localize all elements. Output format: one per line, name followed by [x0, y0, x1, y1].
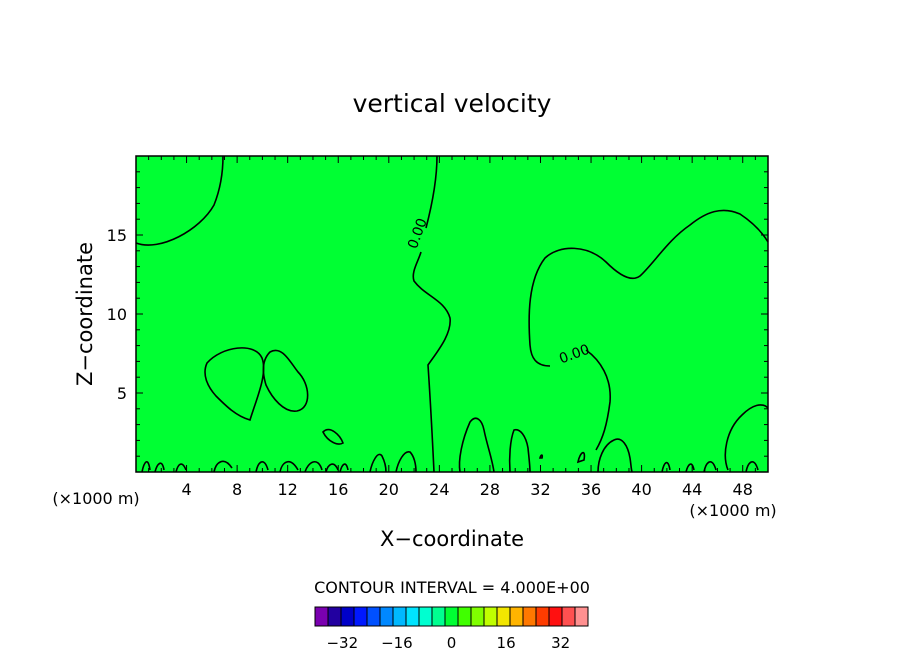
x-tick-label: 40 [631, 480, 651, 499]
contour-line [745, 461, 759, 473]
contour-line [339, 463, 349, 473]
y-tick-label: 15 [107, 226, 127, 245]
colorbar-swatch [327, 606, 342, 627]
contour-line [585, 349, 611, 451]
colorbar: −32 −16 0 16 32 [314, 606, 589, 652]
colorbar-swatch [483, 606, 498, 627]
contour-lines [135, 155, 769, 473]
contour-line [279, 461, 299, 473]
colorbar-swatch [314, 606, 329, 627]
contour-line [325, 463, 339, 473]
contour-line [395, 451, 417, 473]
contour-line [135, 155, 224, 246]
colorbar-swatch [574, 606, 589, 627]
colorbar-swatch [418, 606, 433, 627]
x-tick-label: 16 [328, 480, 348, 499]
colorbar-swatch [522, 606, 537, 627]
x-tick-label: 24 [429, 480, 449, 499]
contour-line [576, 451, 586, 464]
colorbar-tick-label: −16 [381, 634, 413, 652]
contour-line [661, 461, 671, 473]
y-axis-label: Z−coordinate [73, 242, 97, 386]
colorbar-swatch [444, 606, 459, 627]
x-unit-right: (×1000 m) [689, 501, 776, 520]
contour-line [262, 349, 309, 412]
colorbar-swatch [353, 606, 368, 627]
contour-line [322, 428, 344, 445]
colorbar-swatch [405, 606, 420, 627]
contour-line [508, 428, 531, 473]
contour-line [304, 461, 323, 473]
colorbar-swatch [496, 606, 511, 627]
colorbar-tick-label: 0 [447, 634, 457, 652]
colorbar-swatch [561, 606, 576, 627]
contour-line [412, 251, 451, 473]
contour-line [255, 461, 269, 473]
x-unit-left: (×1000 m) [52, 489, 139, 508]
x-tick-label: 12 [278, 480, 298, 499]
contour-line [369, 453, 387, 473]
x-axis-label: X−coordinate [380, 527, 524, 551]
x-tick-label: 48 [733, 480, 753, 499]
y-tick-label: 5 [117, 384, 127, 403]
colorbar-tick-label: 32 [551, 634, 570, 652]
colorbar-swatch [535, 606, 550, 627]
colorbar-swatch [548, 606, 563, 627]
colorbar-swatch [431, 606, 446, 627]
contour-line [724, 404, 769, 471]
chart-title: vertical velocity [353, 89, 552, 118]
x-tick-label: 20 [379, 480, 399, 499]
x-tick-label: 28 [480, 480, 500, 499]
plot-background [136, 156, 768, 472]
colorbar-tick-label: −32 [326, 634, 358, 652]
contour-line [528, 209, 769, 367]
x-tick-label: 36 [581, 480, 601, 499]
contour-line [597, 438, 633, 473]
y-tick-label: 10 [107, 305, 127, 324]
contour-line [458, 417, 495, 473]
contour-line [685, 463, 695, 473]
x-tick-label: 32 [530, 480, 550, 499]
contour-line [425, 155, 438, 229]
colorbar-swatch [366, 606, 381, 627]
contour-line [141, 461, 151, 473]
colorbar-swatch [457, 606, 472, 627]
contour-line [204, 347, 265, 421]
colorbar-swatch [379, 606, 394, 627]
contour-line [213, 460, 233, 473]
contour-line [154, 462, 165, 473]
x-tick-label: 44 [682, 480, 702, 499]
colorbar-swatch [392, 606, 407, 627]
x-tick-label: 8 [232, 480, 242, 499]
colorbar-tick-label: 16 [497, 634, 516, 652]
x-tick-label: 4 [181, 480, 191, 499]
colorbar-swatch [470, 606, 485, 627]
colorbar-swatch [340, 606, 355, 627]
contour-interval-text: CONTOUR INTERVAL = 4.000E+00 [314, 578, 590, 597]
colorbar-swatch [509, 606, 524, 627]
contour-line [175, 463, 187, 473]
contour-line [538, 454, 544, 459]
